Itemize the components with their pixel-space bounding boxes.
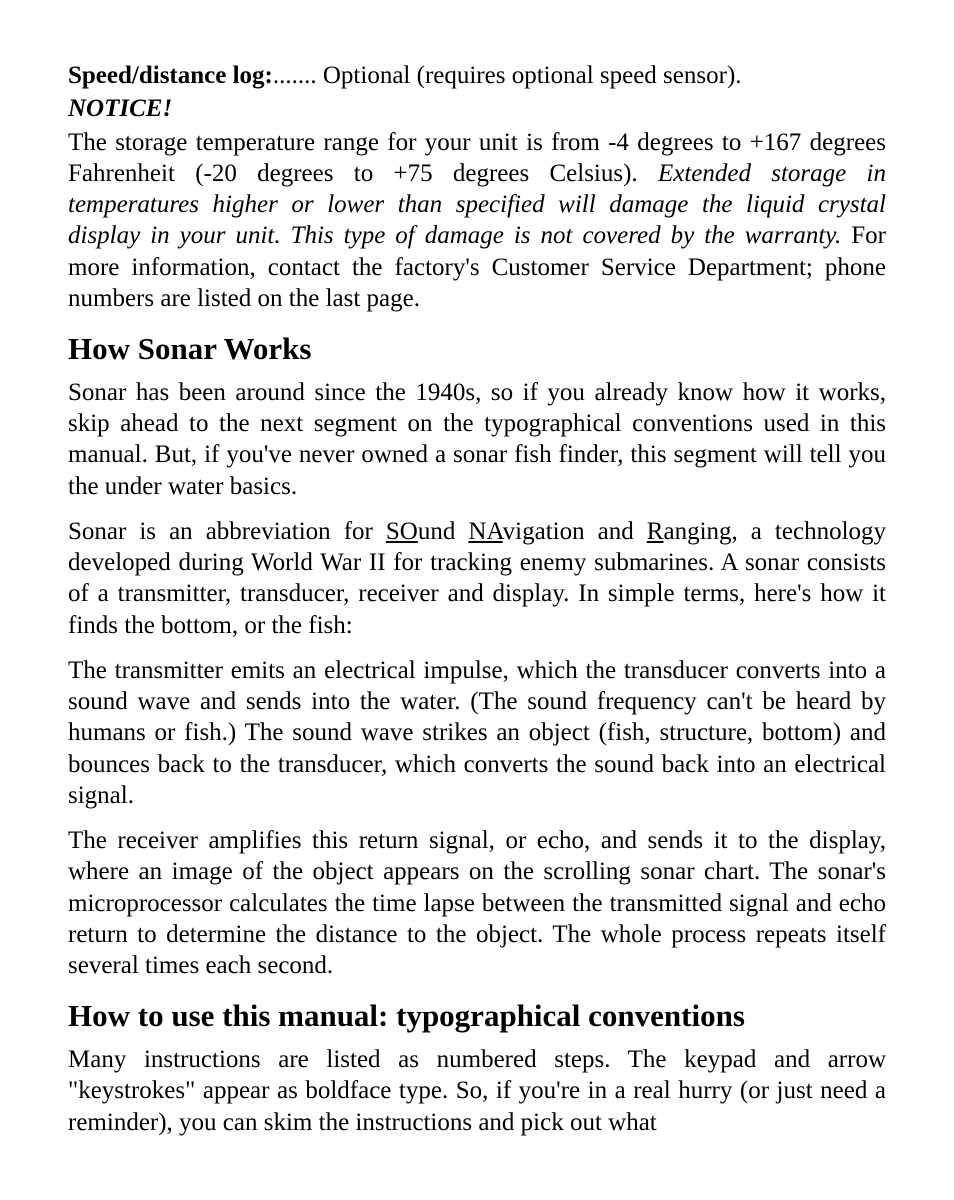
sonar-p3: The transmitter emits an electrical impu… [68, 655, 886, 811]
manual-page: Speed/distance log:....... Optional (req… [0, 0, 954, 1200]
notice-title: NOTICE! [68, 93, 886, 124]
heading-sonar: How Sonar Works [68, 330, 886, 369]
heading-typo: How to use this manual: typographical co… [68, 997, 886, 1036]
sonar-p4: The receiver amplifies this return signa… [68, 825, 886, 981]
spec-value: Optional (requires optional speed sensor… [323, 62, 742, 89]
sonar-p2-b: und [418, 518, 469, 545]
sonar-p2-so: SO [386, 518, 418, 545]
sonar-p2-na: NA [468, 518, 502, 545]
sonar-p2-c: vigation and [503, 518, 647, 545]
sonar-p2-r: R [647, 518, 664, 545]
notice-body: The storage temperature range for your u… [68, 127, 886, 315]
sonar-p2: Sonar is an abbreviation for SOund NAvig… [68, 516, 886, 641]
spec-dots: ....... [273, 62, 317, 89]
sonar-p1: Sonar has been around since the 1940s, s… [68, 377, 886, 502]
spec-label: Speed/distance log: [68, 62, 273, 89]
spec-line: Speed/distance log:....... Optional (req… [68, 60, 886, 91]
typo-p1: Many instructions are listed as numbered… [68, 1044, 886, 1138]
sonar-p2-a: Sonar is an abbreviation for [68, 518, 386, 545]
